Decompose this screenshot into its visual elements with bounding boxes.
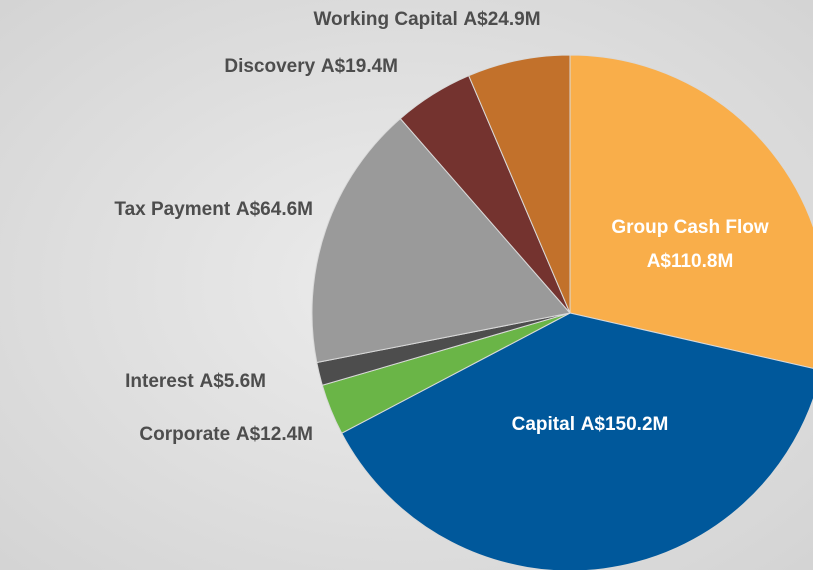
slice-label-name: Discovery	[224, 56, 315, 77]
slice-label-value: A$12.4M	[236, 424, 313, 445]
slice-label-value: A$24.9M	[463, 9, 540, 30]
slice-label-name: Corporate	[139, 424, 230, 445]
slice-label: Group Cash Flow A$110.8M	[611, 217, 769, 272]
slice-label-value: A$64.6M	[236, 199, 313, 220]
slice-label: Capital A$150.2M	[512, 414, 669, 435]
slice-label-value: A$19.4M	[321, 56, 398, 77]
slice-label-name: Tax Payment	[114, 199, 230, 220]
pie-slice	[468, 54, 571, 314]
slice-label-name: Working Capital	[313, 9, 457, 30]
slice-label: Corporate A$12.4M	[139, 424, 313, 445]
slice-label: Discovery A$19.4M	[224, 56, 398, 77]
slice-label-value: A$5.6M	[199, 371, 266, 392]
slice-label-value: A$150.2M	[581, 414, 669, 435]
pie-slice	[311, 117, 571, 364]
slice-label-name: Capital	[512, 414, 575, 435]
slice-label-name: Group Cash Flow	[611, 217, 769, 238]
slice-label-name: Interest	[125, 371, 194, 392]
slice-label: Tax Payment A$64.6M	[114, 199, 313, 220]
pie-slice	[569, 54, 813, 369]
pie-slice	[341, 312, 813, 570]
slice-label-value: A$110.8M	[647, 251, 734, 272]
slice-label: Working Capital A$24.9M	[313, 9, 540, 30]
slice-label: Interest A$5.6M	[125, 371, 266, 392]
